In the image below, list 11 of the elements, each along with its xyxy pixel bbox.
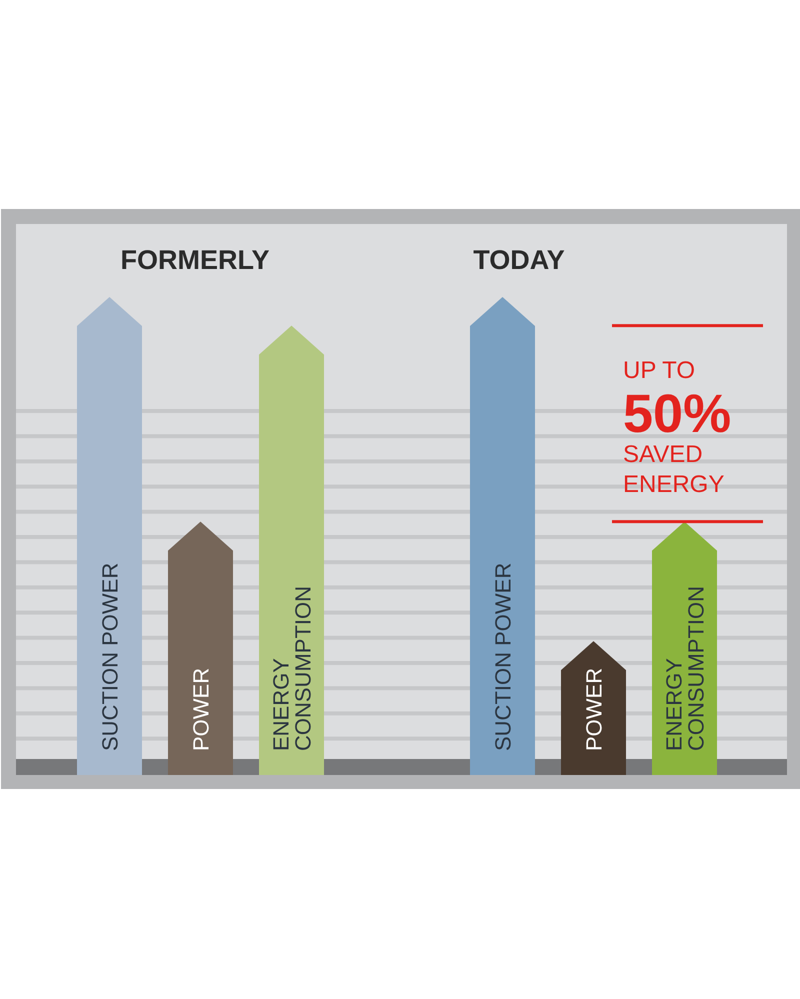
x-tick-label: POWER [188, 668, 214, 751]
annotation: SAVED ENERGY [623, 441, 724, 498]
x-tick-label: ENERGY CONSUMPTION [268, 586, 316, 751]
x-tick-label: POWER [581, 668, 606, 751]
x-tick-label: SUCTION POWER [490, 562, 516, 751]
annotation: 50% [623, 384, 732, 444]
chart-title: TODAY [473, 245, 565, 275]
x-tick-label: SUCTION POWER [97, 562, 122, 751]
chart-title: FORMERLY [120, 245, 270, 275]
x-tick-label: ENERGY CONSUMPTION [661, 586, 708, 751]
annotation: UP TO [623, 357, 696, 384]
